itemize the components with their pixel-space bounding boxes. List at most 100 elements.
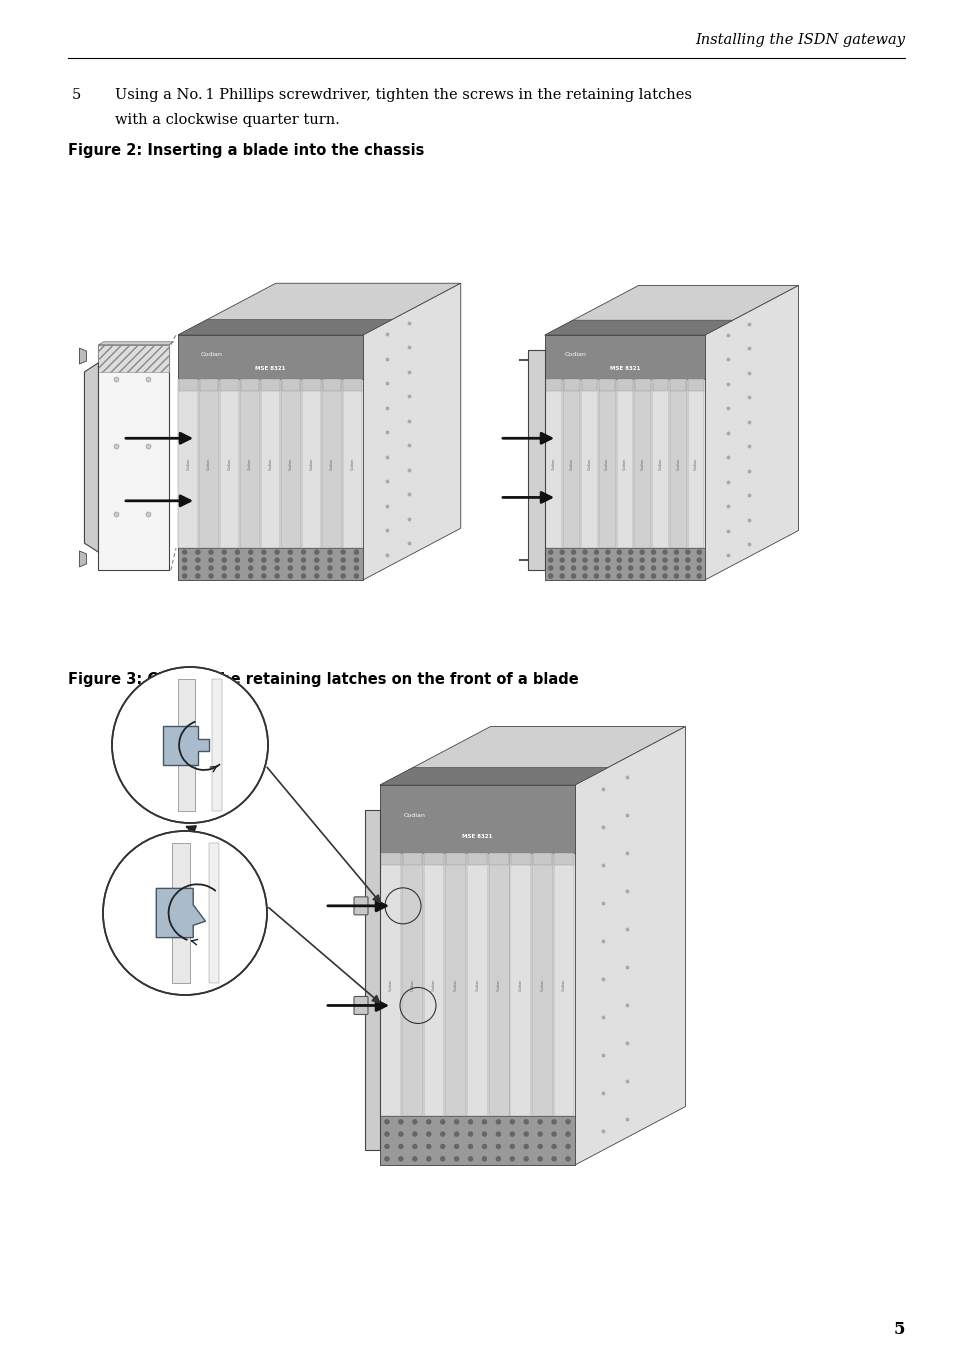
Text: Codian: Codian [200, 353, 222, 357]
Circle shape [605, 565, 610, 571]
Circle shape [209, 550, 213, 554]
Polygon shape [322, 379, 341, 548]
Polygon shape [532, 853, 552, 1115]
Circle shape [571, 550, 576, 554]
Circle shape [617, 550, 621, 554]
Text: 5: 5 [71, 88, 81, 101]
Polygon shape [281, 379, 300, 548]
Circle shape [481, 1156, 486, 1161]
Circle shape [523, 1119, 528, 1125]
Circle shape [412, 1144, 416, 1149]
Circle shape [565, 1156, 570, 1161]
Polygon shape [363, 284, 460, 580]
Polygon shape [163, 726, 210, 764]
Circle shape [274, 573, 279, 579]
Circle shape [354, 550, 358, 554]
Polygon shape [219, 379, 239, 548]
Circle shape [594, 573, 598, 579]
Circle shape [673, 573, 679, 579]
Polygon shape [581, 379, 597, 391]
Circle shape [684, 565, 690, 571]
Text: Codian: Codian [561, 979, 565, 991]
Polygon shape [617, 379, 632, 391]
Circle shape [195, 550, 200, 554]
Text: 5: 5 [893, 1321, 904, 1338]
Polygon shape [240, 379, 259, 391]
Circle shape [650, 565, 656, 571]
Circle shape [248, 565, 253, 571]
Polygon shape [209, 844, 218, 983]
Circle shape [605, 557, 610, 562]
Circle shape [261, 550, 266, 554]
Polygon shape [172, 844, 190, 983]
Circle shape [439, 1119, 445, 1125]
Circle shape [537, 1144, 542, 1149]
Circle shape [426, 1119, 431, 1125]
Polygon shape [563, 379, 579, 391]
Circle shape [548, 557, 553, 562]
Circle shape [398, 1132, 403, 1137]
Circle shape [301, 565, 306, 571]
Polygon shape [322, 379, 341, 391]
Polygon shape [532, 853, 552, 865]
Circle shape [288, 573, 293, 579]
Circle shape [696, 573, 701, 579]
Circle shape [481, 1144, 486, 1149]
Text: Codian: Codian [694, 457, 698, 469]
Polygon shape [545, 379, 561, 391]
Polygon shape [380, 853, 400, 865]
Polygon shape [598, 379, 615, 391]
Circle shape [261, 557, 266, 562]
Circle shape [234, 550, 240, 554]
Polygon shape [544, 320, 732, 335]
Polygon shape [177, 679, 194, 811]
Polygon shape [489, 853, 509, 865]
Circle shape [327, 557, 332, 562]
Circle shape [209, 573, 213, 579]
Polygon shape [488, 853, 509, 1115]
Circle shape [523, 1132, 528, 1137]
Polygon shape [445, 853, 466, 1115]
Polygon shape [562, 379, 579, 548]
Circle shape [209, 565, 213, 571]
Polygon shape [179, 379, 197, 391]
Polygon shape [380, 853, 401, 1115]
Circle shape [565, 1119, 570, 1125]
Circle shape [439, 1156, 445, 1161]
Circle shape [673, 557, 679, 562]
Circle shape [426, 1144, 431, 1149]
Circle shape [509, 1144, 515, 1149]
Circle shape [496, 1119, 500, 1125]
Text: Codian: Codian [563, 353, 585, 357]
Circle shape [248, 550, 253, 554]
Circle shape [384, 1156, 389, 1161]
Circle shape [696, 565, 701, 571]
Circle shape [468, 1132, 473, 1137]
Text: Codian: Codian [330, 457, 334, 469]
Circle shape [195, 565, 200, 571]
Text: Codian: Codian [540, 979, 544, 991]
Polygon shape [402, 853, 422, 1115]
Circle shape [209, 557, 213, 562]
Circle shape [182, 550, 187, 554]
Circle shape [523, 1144, 528, 1149]
Circle shape [384, 1144, 389, 1149]
Circle shape [582, 557, 587, 562]
Circle shape [496, 1144, 500, 1149]
Circle shape [384, 1119, 389, 1125]
Circle shape [248, 557, 253, 562]
Circle shape [248, 573, 253, 579]
Circle shape [103, 831, 267, 995]
Circle shape [314, 550, 319, 554]
Circle shape [398, 1119, 403, 1125]
Polygon shape [634, 379, 651, 548]
Circle shape [354, 557, 358, 562]
Circle shape [340, 557, 345, 562]
Circle shape [594, 565, 598, 571]
Polygon shape [281, 379, 300, 391]
Circle shape [274, 550, 279, 554]
FancyBboxPatch shape [354, 996, 368, 1014]
Polygon shape [544, 335, 704, 379]
Polygon shape [178, 548, 363, 580]
Text: Codian: Codian [475, 979, 479, 991]
